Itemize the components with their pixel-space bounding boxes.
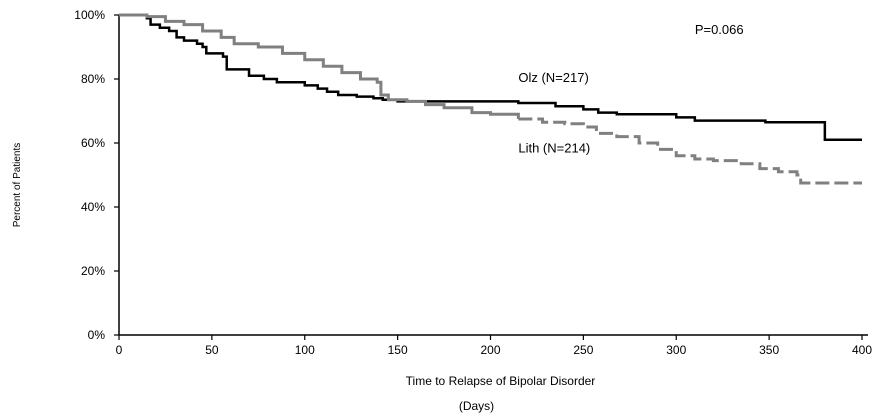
x-axis-unit: (Days) — [459, 399, 494, 413]
label-layer: Olz (N=217) Lith (N=214) — [518, 70, 590, 155]
y-tick-label: 0% — [88, 328, 106, 342]
axes — [118, 15, 868, 336]
x-tick-label: 100 — [295, 343, 315, 357]
y-tick-label: 40% — [81, 200, 105, 214]
series-lith-line-dashed — [518, 117, 862, 185]
x-tick-label: 50 — [205, 343, 219, 357]
series-layer — [119, 13, 862, 185]
x-tick-label: 200 — [480, 343, 500, 357]
x-tick-label: 300 — [666, 343, 686, 357]
series-label: Olz (N=217) — [518, 70, 588, 85]
series-lith-line-solid — [119, 13, 520, 119]
x-axis-title: Time to Relapse of Bipolar Disorder — [406, 374, 596, 388]
y-tick-label: 100% — [74, 8, 105, 22]
series-olz-line — [119, 13, 862, 142]
x-ticks: 0 50 100 150 200 250 300 350 400 — [116, 335, 872, 357]
y-tick-label: 80% — [81, 72, 105, 86]
x-tick-label: 150 — [388, 343, 408, 357]
y-ticks: 0% 20% 40% 60% 80% 100% — [74, 8, 119, 342]
x-tick-label: 250 — [573, 343, 593, 357]
p-value-annotation: P=0.066 — [695, 22, 744, 37]
y-axis-title: Percent of Patients — [12, 143, 23, 228]
y-tick-label: 20% — [81, 264, 105, 278]
x-tick-label: 0 — [116, 343, 123, 357]
y-tick-label: 60% — [81, 136, 105, 150]
x-tick-label: 350 — [759, 343, 779, 357]
x-tick-label: 400 — [852, 343, 872, 357]
series-label: Lith (N=214) — [518, 141, 590, 156]
